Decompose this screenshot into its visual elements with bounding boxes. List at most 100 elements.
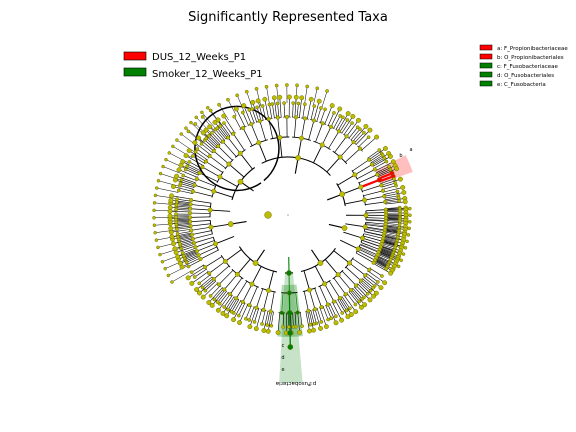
tree-node — [207, 207, 213, 213]
tree-branch — [210, 223, 231, 228]
tree-branch — [185, 253, 199, 260]
tree-node — [277, 134, 283, 140]
tree-node — [164, 157, 168, 162]
tree-branch — [170, 221, 191, 225]
tree-branch — [182, 247, 196, 254]
tree-node — [197, 281, 202, 286]
tree-branch — [172, 146, 192, 158]
tree-node — [196, 135, 202, 141]
tree-node — [200, 110, 204, 115]
tree-branch — [219, 125, 229, 138]
clade-legend-label-e: e: C_Fusobacteria — [497, 82, 546, 88]
tree-node — [235, 93, 240, 98]
tree-branch — [263, 310, 269, 331]
tree-node — [295, 155, 301, 161]
tree-branch — [354, 132, 365, 144]
tree-branch — [365, 209, 386, 212]
tree-branch — [332, 302, 342, 321]
tree-branch — [324, 105, 333, 125]
tree-branch — [383, 238, 403, 244]
tree-node — [299, 135, 304, 141]
tree-branch — [308, 310, 314, 331]
tree-node — [184, 260, 189, 265]
tree-node — [343, 292, 348, 297]
tree-node — [388, 270, 394, 276]
tree-node — [241, 103, 247, 109]
tree-branch — [380, 246, 400, 254]
tree-branch — [319, 307, 327, 327]
tree-branch — [337, 113, 349, 131]
tree-node — [334, 314, 338, 319]
tree-branch — [204, 139, 216, 150]
tree-branch — [374, 260, 388, 268]
tree-branch — [365, 275, 382, 288]
tree-branch — [190, 208, 211, 211]
tree-node — [231, 317, 236, 323]
tree-node — [171, 184, 176, 190]
tree-arc — [194, 105, 280, 192]
tree-node — [331, 299, 337, 304]
tree-branch — [310, 106, 315, 120]
tree-branch — [352, 258, 370, 271]
tree-branch — [190, 223, 211, 227]
tree-branch — [355, 252, 374, 264]
tree-branch — [326, 156, 341, 173]
tree-branch — [345, 266, 362, 281]
tree-branch — [384, 233, 404, 238]
tree-node — [347, 260, 352, 266]
tree-branch — [198, 137, 214, 152]
tree-branch — [223, 295, 233, 308]
tree-branch — [155, 195, 178, 199]
tree-node — [392, 177, 396, 181]
tree-branch — [378, 252, 397, 262]
tree-branch — [170, 219, 191, 222]
tree-branch — [384, 192, 404, 197]
tree-branch — [340, 297, 352, 315]
tree-branch — [168, 265, 189, 276]
tree-branch — [381, 178, 401, 186]
tree-branch — [328, 131, 340, 149]
tree-node — [365, 291, 370, 296]
tree-branch — [217, 145, 233, 161]
tree-branch — [383, 191, 398, 195]
tree-branch — [333, 250, 350, 264]
tree-branch — [266, 311, 271, 326]
tree-node — [395, 189, 400, 194]
tree-branch — [329, 303, 337, 317]
tree-branch — [312, 88, 318, 106]
tree-node — [325, 302, 330, 307]
tree-branch — [335, 300, 343, 314]
tree-node — [360, 297, 365, 301]
tree-branch — [365, 224, 386, 228]
tree-node — [269, 323, 274, 328]
tree-node — [333, 320, 339, 326]
tree-node — [170, 280, 174, 284]
tree-node — [351, 140, 356, 145]
tree-branch — [377, 253, 391, 261]
tree-node — [362, 130, 366, 135]
tree-branch — [242, 127, 253, 146]
tree-node — [224, 313, 230, 319]
tree-branch — [365, 226, 385, 231]
tree-branch — [385, 200, 400, 203]
tree-branch — [341, 296, 351, 309]
tree-node — [202, 265, 208, 270]
tree-node — [362, 197, 368, 203]
tree-node — [172, 246, 178, 252]
tree-node — [253, 326, 259, 332]
tree-node — [215, 307, 221, 313]
tree-node — [323, 324, 329, 330]
tree-branch — [363, 233, 384, 239]
tree-branch — [214, 288, 224, 300]
tree-branch — [376, 166, 390, 173]
tree-branch — [248, 306, 255, 321]
clade-legend-label-b: b: O_Propionibacteriales — [497, 55, 564, 61]
tree-branch — [339, 119, 348, 133]
tree-branch — [360, 244, 379, 253]
tree-node — [406, 233, 411, 237]
tree-node — [261, 307, 266, 312]
tree-node — [161, 164, 165, 169]
tree-branch — [210, 110, 222, 126]
tree-node — [249, 122, 254, 127]
tree-branch — [170, 207, 191, 210]
